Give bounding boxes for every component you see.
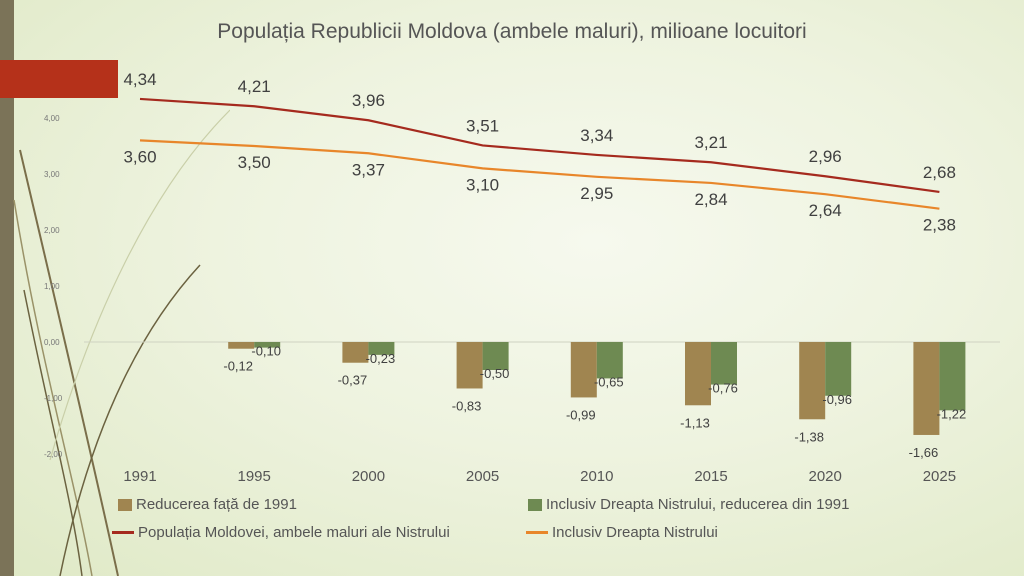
line-data-label: 2,96	[809, 147, 842, 166]
legend-label: Inclusiv Dreapta Nistrului, reducerea di…	[546, 496, 850, 513]
legend-label: Inclusiv Dreapta Nistrului	[552, 524, 718, 541]
bar-data-label: -0,50	[480, 366, 510, 381]
x-tick-label: 1995	[238, 468, 271, 485]
bar-data-label: -0,12	[223, 359, 253, 374]
bar	[913, 342, 940, 435]
line-data-label: 3,51	[466, 116, 499, 135]
series-line	[139, 97, 940, 194]
y-tick-label: 3,00	[44, 170, 60, 179]
x-tick-label: 2010	[580, 468, 613, 485]
bar-data-label: -0,76	[708, 381, 738, 396]
legend-item-population-total: Populația Moldovei, ambele maluri ale Ni…	[112, 524, 450, 541]
bar-data-label: -0,23	[366, 351, 396, 366]
line-data-label: 2,84	[694, 190, 727, 209]
x-tick-label: 1991	[123, 468, 156, 485]
y-tick-label: 4,00	[44, 114, 60, 123]
y-tick-label: 1,00	[44, 282, 60, 291]
bar-data-label: -0,96	[822, 392, 852, 407]
line-data-label: 3,21	[694, 133, 727, 152]
line-data-label: 2,64	[809, 201, 842, 220]
bar-data-label: -1,38	[794, 429, 824, 444]
y-tick-label: -1,00	[44, 394, 63, 403]
y-tick-label: -2,00	[44, 450, 63, 459]
x-tick-label: 2000	[352, 468, 385, 485]
line-data-label: 4,21	[238, 77, 271, 96]
legend-label: Reducerea față de 1991	[136, 496, 297, 513]
bar	[368, 342, 395, 355]
line-data-label: 4,34	[123, 70, 156, 89]
bar-data-label: -0,83	[452, 398, 482, 413]
x-tick-label: 2020	[809, 468, 842, 485]
bar-data-label: -0,65	[594, 374, 624, 389]
chart-title: Populația Republicii Moldova (ambele mal…	[217, 20, 807, 43]
line-data-label: 3,37	[352, 160, 385, 179]
line-data-label: 2,95	[580, 184, 613, 203]
x-tick-label: 2015	[694, 468, 727, 485]
bar	[228, 342, 255, 349]
bar	[825, 342, 852, 396]
legend-item-right-bank-population: Inclusiv Dreapta Nistrului	[526, 524, 718, 541]
bar-data-label: -1,13	[680, 415, 710, 430]
x-tick-label: 2005	[466, 468, 499, 485]
legend-swatch	[526, 531, 548, 534]
bar	[570, 342, 597, 398]
legend-swatch	[118, 498, 132, 511]
series-line	[139, 139, 940, 210]
legend-label: Populația Moldovei, ambele maluri ale Ni…	[138, 524, 450, 541]
bar	[685, 342, 711, 406]
decorative-curves	[13, 109, 230, 576]
bar	[254, 342, 281, 348]
y-tick-label: 0,00	[44, 338, 60, 347]
bar	[799, 342, 826, 420]
legend-swatch	[112, 531, 134, 534]
slide-left-bar	[0, 0, 14, 576]
bar	[456, 342, 483, 389]
line-data-label: 3,34	[580, 126, 613, 145]
line-data-label: 2,68	[923, 163, 956, 182]
bar-data-label: -0,99	[566, 407, 596, 422]
bar	[711, 342, 737, 385]
bar	[939, 342, 966, 411]
bar	[596, 342, 623, 379]
bar-data-label: -0,10	[251, 344, 281, 359]
bar	[342, 342, 369, 363]
bar-data-label: -1,66	[909, 445, 939, 460]
legend-item-reduction: Reducerea față de 1991	[118, 496, 297, 513]
line-data-label: 3,96	[352, 91, 385, 110]
legend-swatch	[528, 498, 542, 511]
x-tick-label: 2025	[923, 468, 956, 485]
bar-data-label: -1,22	[937, 406, 967, 421]
y-tick-label: 2,00	[44, 226, 60, 235]
legend-item-right-bank-reduction: Inclusiv Dreapta Nistrului, reducerea di…	[528, 496, 850, 513]
line-data-label: 3,50	[238, 153, 271, 172]
line-data-label: 3,10	[466, 175, 499, 194]
bar	[482, 342, 509, 370]
slide-accent-tab	[0, 60, 118, 98]
line-data-label: 3,60	[123, 147, 156, 166]
line-data-label: 2,38	[923, 216, 956, 235]
bar-data-label: -0,37	[338, 373, 368, 388]
